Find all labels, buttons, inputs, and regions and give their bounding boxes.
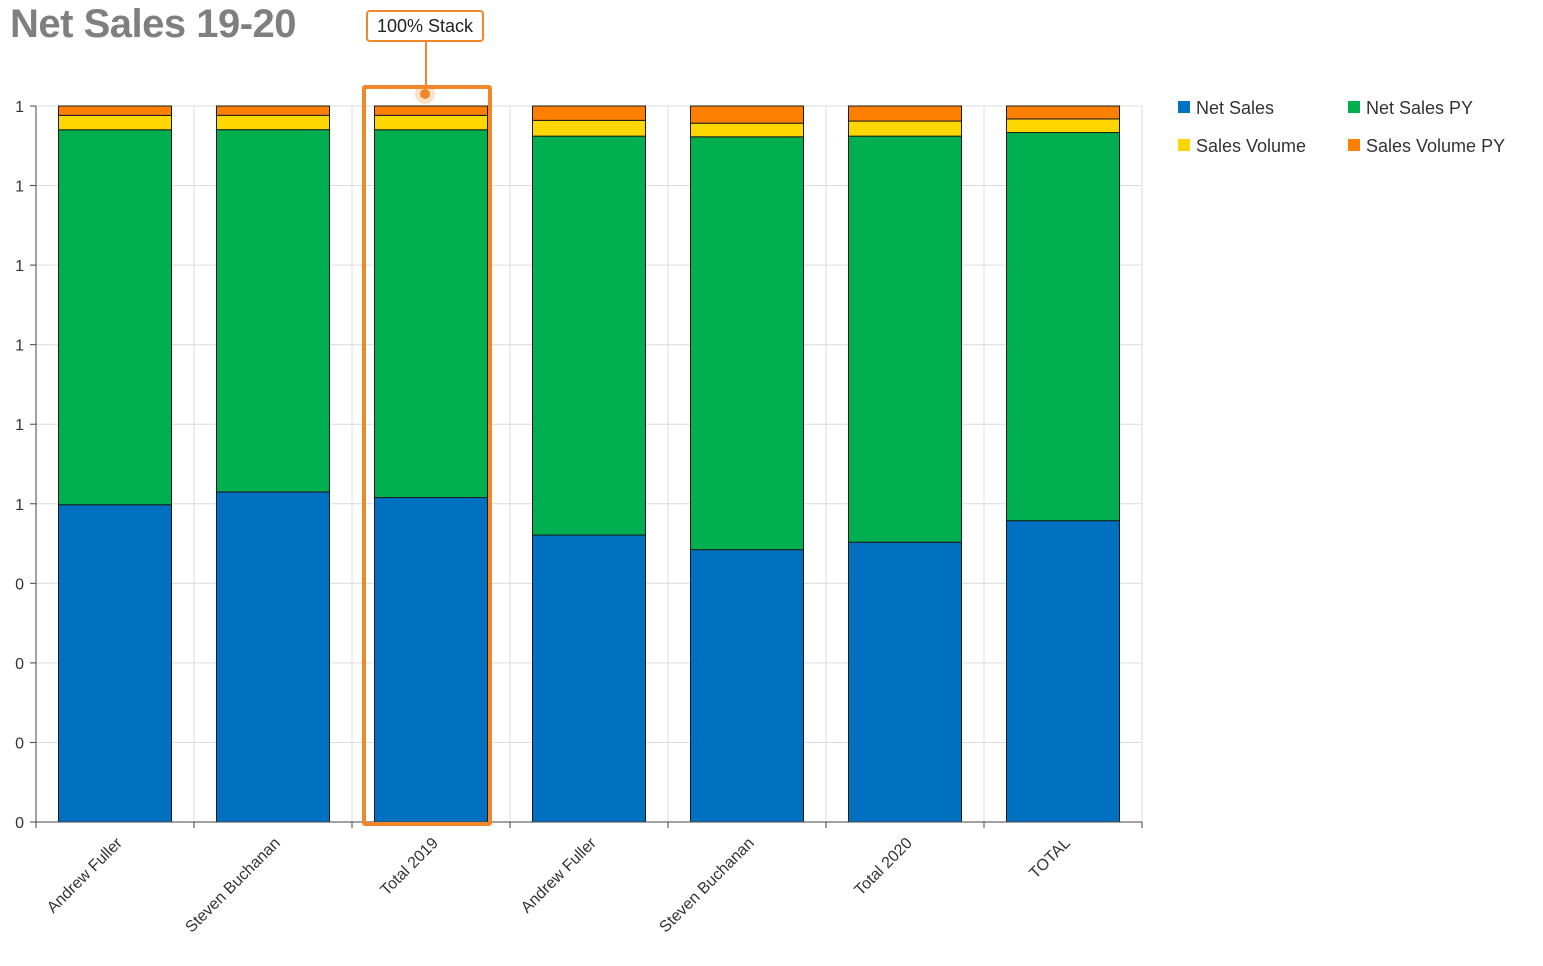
- x-category-label: Steven Buchanan: [656, 835, 757, 936]
- bar-segment-sales-volume[interactable]: [216, 114, 330, 131]
- chart-title: Net Sales 19-20: [10, 2, 297, 46]
- y-tick-label: 0: [15, 815, 24, 832]
- bar-segment-sales-volume-py[interactable]: [216, 105, 330, 116]
- y-tick-label: 1: [15, 338, 24, 355]
- bar-segment-sales-volume-py[interactable]: [532, 105, 646, 121]
- bar-segment-net-sales[interactable]: [848, 541, 962, 823]
- legend-swatch: [1348, 101, 1360, 113]
- highlight-frame: [362, 85, 492, 826]
- callout-marker: [420, 89, 430, 99]
- bar-segment-sales-volume[interactable]: [58, 114, 172, 131]
- bar-segment-sales-volume-py[interactable]: [690, 105, 804, 124]
- y-tick-label: 1: [15, 258, 24, 275]
- bars: [58, 105, 1120, 823]
- bar-segment-net-sales-py[interactable]: [848, 135, 962, 543]
- x-category-label: TOTAL: [1026, 835, 1074, 883]
- bar-segment-sales-volume[interactable]: [690, 122, 804, 138]
- legend-label[interactable]: Net Sales: [1196, 98, 1274, 118]
- legend-label[interactable]: Sales Volume: [1196, 136, 1306, 156]
- callout-connector: [425, 42, 427, 94]
- bar-segment-sales-volume-py[interactable]: [58, 105, 172, 116]
- bar-segment-net-sales[interactable]: [374, 497, 488, 823]
- bar-segment-net-sales[interactable]: [690, 549, 804, 823]
- x-category-label: Andrew Fuller: [44, 834, 126, 916]
- legend-swatch: [1178, 139, 1190, 151]
- x-category-label: Total 2019: [378, 835, 442, 899]
- bar-segment-net-sales-py[interactable]: [374, 129, 488, 499]
- legend-swatch: [1178, 101, 1190, 113]
- y-tick-label: 1: [15, 497, 24, 514]
- y-tick-label: 1: [15, 99, 24, 116]
- bar-segment-sales-volume[interactable]: [532, 119, 646, 137]
- x-category-label: Total 2020: [852, 835, 916, 899]
- x-category-label: Steven Buchanan: [182, 835, 283, 936]
- bar-segment-net-sales-py[interactable]: [532, 135, 646, 536]
- bar-segment-net-sales-py[interactable]: [1006, 132, 1120, 522]
- legend-label[interactable]: Net Sales PY: [1366, 98, 1473, 118]
- bar-segment-sales-volume-py[interactable]: [1006, 105, 1120, 120]
- bar-segment-net-sales[interactable]: [532, 534, 646, 823]
- bar-segment-sales-volume[interactable]: [848, 120, 962, 137]
- legend: Net Sales Net Sales PY Sales Volume Sales V…: [1178, 98, 1505, 156]
- y-tick-label: 0: [15, 576, 24, 593]
- y-tick-label: 0: [15, 656, 24, 673]
- y-tick-label: 1: [15, 179, 24, 196]
- bar-segment-net-sales-py[interactable]: [216, 129, 330, 493]
- legend-label[interactable]: Sales Volume PY: [1366, 136, 1505, 156]
- bar-segment-sales-volume-py[interactable]: [374, 105, 488, 116]
- y-tick-label: 0: [15, 735, 24, 752]
- x-category-label: Andrew Fuller: [518, 834, 600, 916]
- bar-segment-net-sales[interactable]: [216, 491, 330, 823]
- bar-segment-net-sales[interactable]: [1006, 520, 1120, 823]
- bar-segment-net-sales[interactable]: [58, 504, 172, 823]
- bar-segment-net-sales-py[interactable]: [690, 136, 804, 551]
- legend-swatch: [1348, 139, 1360, 151]
- y-tick-label: 1: [15, 417, 24, 434]
- bar-segment-sales-volume[interactable]: [1006, 118, 1120, 134]
- bar-segment-sales-volume-py[interactable]: [848, 105, 962, 122]
- bar-segment-net-sales-py[interactable]: [58, 129, 172, 506]
- callout-label: 100% Stack: [366, 10, 484, 42]
